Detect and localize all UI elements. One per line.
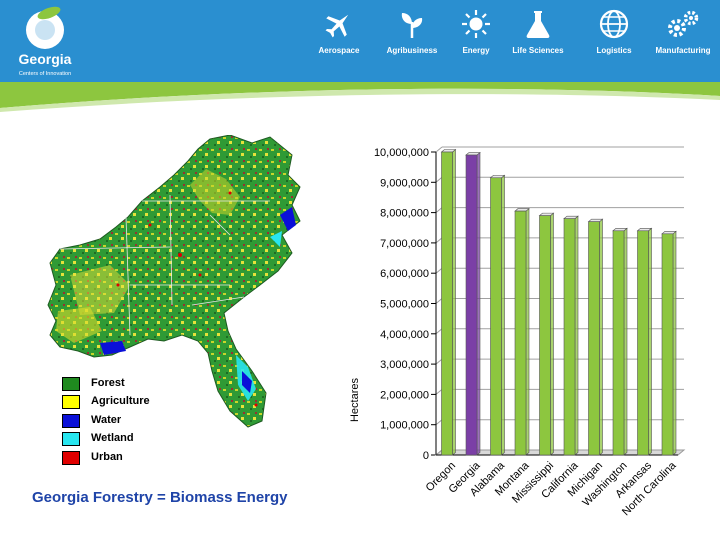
- legend-swatch: [62, 451, 80, 465]
- bar-top: [440, 149, 457, 153]
- bar: [465, 154, 478, 456]
- y-tick-label: 1,000,000: [380, 420, 429, 432]
- nav-label: Aerospace: [318, 46, 360, 55]
- nav-label: Manufacturing: [655, 46, 711, 55]
- legend-item-wetland: Wetland: [62, 431, 182, 449]
- gridline-depth: [435, 328, 443, 335]
- bar-side: [525, 207, 530, 456]
- header-bar: Georgia Centers of Innovation Aerospace …: [0, 0, 720, 82]
- legend-swatch: [62, 395, 80, 409]
- gridline-depth: [435, 237, 443, 244]
- y-axis-label: Hectares: [349, 377, 361, 422]
- gridline-depth: [435, 298, 443, 304]
- nav-energy[interactable]: Energy: [441, 8, 511, 70]
- brand-name: Georgia: [19, 51, 72, 67]
- bar-top: [489, 174, 506, 179]
- bar-side: [599, 218, 603, 456]
- bar-top: [514, 208, 530, 212]
- gridline-depth: [435, 389, 443, 395]
- nav-agribusiness[interactable]: Agribusiness: [377, 8, 447, 70]
- bar-top: [538, 212, 555, 216]
- bar-side: [672, 230, 677, 456]
- y-tick-label: 5,000,000: [380, 299, 429, 311]
- bar-top: [661, 231, 677, 235]
- bar-top: [612, 227, 628, 232]
- gridline-depth: [435, 419, 443, 426]
- bar-side: [501, 174, 505, 456]
- legend-label: Wetland: [91, 432, 134, 444]
- legend-label: Agriculture: [91, 395, 150, 407]
- legend-swatch: [62, 377, 80, 391]
- southeast-landcover-map: [47, 135, 301, 428]
- y-tick-label: 0: [423, 450, 429, 462]
- bar-side: [476, 151, 481, 456]
- bar-top: [587, 218, 604, 222]
- nav-life-sciences[interactable]: Life Sciences: [503, 8, 573, 70]
- legend-swatch: [62, 432, 80, 446]
- nav-manufacturing[interactable]: Manufacturing: [648, 8, 718, 70]
- y-tick-label: 3,000,000: [380, 359, 429, 371]
- y-tick-label: 9,000,000: [380, 177, 429, 189]
- bar-side: [623, 227, 628, 456]
- legend-label: Urban: [91, 451, 123, 463]
- gridline-depth: [435, 358, 443, 365]
- bar-side: [648, 227, 652, 456]
- bar: [612, 230, 625, 456]
- bar: [514, 210, 527, 456]
- globe-icon: [599, 9, 629, 39]
- bar: [661, 233, 674, 456]
- gridline-depth: [435, 267, 443, 274]
- y-tick-label: 8,000,000: [380, 208, 429, 220]
- flask-icon: [526, 11, 550, 38]
- legend-label: Water: [91, 414, 122, 426]
- gridline-depth: [435, 207, 443, 213]
- chart-plot-area: 0 1,000,000 2,000,000 3,000,000 4,000,000 5,0…: [374, 146, 686, 518]
- y-tick-label: 4,000,000: [380, 329, 429, 341]
- gridline-depth: [435, 176, 443, 183]
- bar: [441, 151, 453, 456]
- legend-item-urban: Urban: [62, 450, 182, 468]
- y-tick-label: 2,000,000: [380, 389, 429, 401]
- y-tick-label: 6,000,000: [380, 268, 429, 280]
- bar-top: [465, 152, 481, 156]
- bar-side: [574, 215, 579, 456]
- slide-caption: Georgia Forestry = Biomass Energy: [32, 489, 288, 506]
- bar: [539, 215, 551, 456]
- nav-logistics[interactable]: Logistics: [579, 8, 649, 70]
- nav-label: Life Sciences: [512, 46, 564, 55]
- bar: [490, 177, 502, 456]
- sun-icon: [462, 10, 490, 38]
- bar-side: [550, 212, 554, 456]
- legend-item-agriculture: Agriculture: [62, 394, 182, 412]
- nav-label: Energy: [462, 46, 490, 55]
- nav-label: Agribusiness: [386, 46, 438, 55]
- gears-icon: [668, 10, 699, 37]
- legend-label: Forest: [91, 377, 125, 389]
- brand-tagline: Centers of Innovation: [19, 71, 71, 77]
- nav-aerospace[interactable]: Aerospace: [304, 8, 374, 70]
- bar-side: [452, 148, 456, 456]
- header-swoosh: [0, 82, 720, 112]
- bar: [637, 230, 649, 456]
- legend-item-forest: Forest: [62, 376, 182, 394]
- legend-swatch: [62, 414, 80, 428]
- georgia-logo: Georgia Centers of Innovation: [19, 6, 72, 77]
- bar-top: [636, 227, 653, 232]
- y-tick-label: 7,000,000: [380, 238, 429, 250]
- bar-top: [563, 215, 579, 219]
- airplane-icon: [325, 14, 349, 38]
- y-tick-label: 10,000,000: [374, 147, 429, 159]
- legend-item-water: Water: [62, 413, 182, 431]
- bar: [563, 218, 576, 456]
- sprout-icon: [401, 13, 423, 38]
- nav-label: Logistics: [596, 46, 632, 55]
- gridline-depth: [435, 146, 443, 153]
- bar: [588, 221, 600, 456]
